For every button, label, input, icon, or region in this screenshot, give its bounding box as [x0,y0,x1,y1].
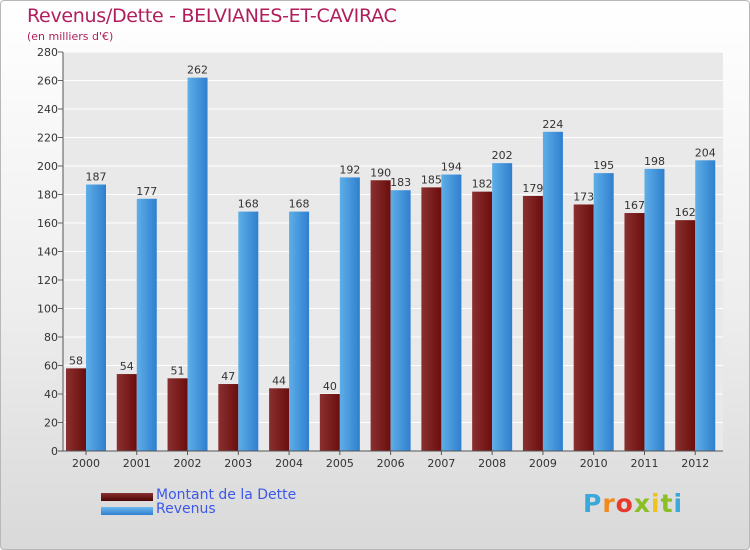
legend-swatch-revenue [101,507,153,515]
bar-chart: 0204060801001201401601802002202402602805… [37,46,723,470]
chart-subtitle: (en milliers d'€) [27,30,114,43]
bar-revenue [136,198,157,451]
x-tick-label: 2001 [123,457,151,470]
data-label-revenue: 224 [542,118,563,131]
data-label-debt: 162 [675,206,696,219]
y-tick-label: 140 [37,246,58,259]
x-tick-label: 2006 [377,457,405,470]
data-label-debt: 51 [171,364,185,377]
data-label-revenue: 168 [289,198,310,211]
data-label-debt: 182 [472,178,493,191]
data-label-revenue: 187 [86,171,107,184]
y-tick-label: 100 [37,303,58,316]
data-label-debt: 185 [421,173,442,186]
bar-debt [522,195,543,451]
bar-revenue [339,177,360,451]
data-label-revenue: 177 [136,185,157,198]
bar-debt [421,187,442,451]
x-tick-label: 2002 [174,457,202,470]
bar-revenue [390,190,411,451]
legend-label-debt: Montant de la Dette [156,487,297,503]
data-label-debt: 190 [370,166,391,179]
bar-debt [116,374,137,451]
y-tick-label: 240 [37,103,58,116]
x-tick-label: 2009 [529,457,557,470]
y-tick-label: 280 [37,46,58,59]
bar-debt [370,180,391,451]
y-tick-label: 20 [44,417,58,430]
data-label-debt: 54 [120,360,134,373]
data-label-debt: 58 [69,354,83,367]
bar-debt [675,220,696,451]
x-tick-label: 2011 [630,457,658,470]
legend-label-revenue: Revenus [156,501,216,517]
data-label-revenue: 183 [390,176,411,189]
data-label-debt: 40 [323,380,337,393]
bar-debt [218,384,239,451]
bar-revenue [644,168,665,451]
bar-debt [167,378,188,451]
data-label-revenue: 202 [492,149,513,162]
x-tick-label: 2003 [224,457,252,470]
y-tick-label: 80 [44,331,58,344]
x-tick-label: 2007 [427,457,455,470]
data-label-debt: 179 [522,182,543,195]
bar-revenue [542,131,563,452]
bar-revenue [238,211,259,451]
legend-swatch-debt [101,493,153,501]
x-tick-label: 2000 [72,457,100,470]
bar-revenue [441,174,462,452]
bar-revenue [492,163,513,451]
y-tick-label: 0 [51,445,58,458]
data-label-revenue: 194 [441,161,462,174]
bar-debt [472,191,493,451]
bar-revenue [695,160,716,452]
bar-revenue [86,184,106,451]
x-tick-label: 2008 [478,457,506,470]
data-label-revenue: 262 [187,64,208,77]
y-tick-label: 220 [37,132,58,145]
y-tick-label: 120 [37,274,58,287]
y-tick-label: 60 [44,360,58,373]
data-label-revenue: 192 [339,163,360,176]
data-label-debt: 44 [272,374,286,387]
data-label-revenue: 168 [238,198,259,211]
y-tick-label: 260 [37,75,58,88]
data-label-debt: 167 [624,199,645,212]
x-tick-label: 2004 [275,457,303,470]
data-label-debt: 47 [221,370,235,383]
bar-debt [624,213,645,451]
bar-debt [66,368,86,451]
data-label-revenue: 198 [644,155,665,168]
x-tick-label: 2010 [580,457,608,470]
bar-debt [573,204,594,451]
proxiti-logo: Proxiti [583,489,684,518]
bar-revenue [187,77,208,452]
bar-revenue [289,211,310,451]
data-label-debt: 173 [573,190,594,203]
y-tick-label: 180 [37,189,58,202]
chart-title: Revenus/Dette - BELVIANES-ET-CAVIRAC [27,5,397,27]
y-tick-label: 40 [44,388,58,401]
x-tick-label: 2012 [681,457,709,470]
bar-debt [319,394,340,451]
x-tick-label: 2005 [326,457,354,470]
data-label-revenue: 195 [593,159,614,172]
data-label-revenue: 204 [695,146,716,159]
bar-revenue [593,173,614,451]
bar-debt [269,388,290,451]
y-tick-label: 160 [37,217,58,230]
y-tick-label: 200 [37,160,58,173]
